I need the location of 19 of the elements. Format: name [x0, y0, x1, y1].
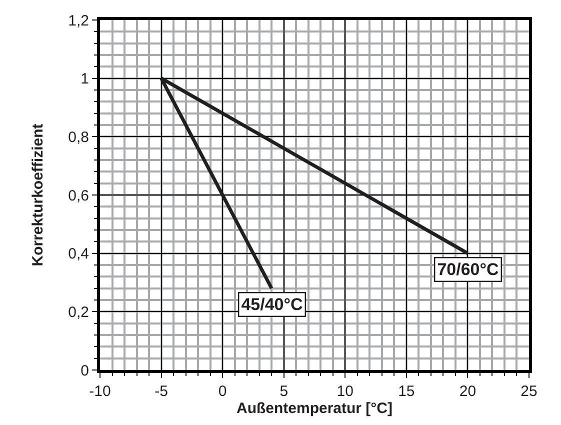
x-tick-label: 0 [218, 383, 227, 400]
series-label: 70/60°C [437, 260, 499, 280]
series-label: 45/40°C [241, 295, 303, 314]
y-tick-label: 0,2 [68, 304, 89, 321]
y-tick-label: 0,8 [68, 128, 89, 146]
y-tick-label: 0,6 [68, 187, 89, 204]
y-tick-label: 1,2 [68, 12, 89, 30]
x-tick-label: -10 [89, 383, 111, 400]
x-tick-label: 25 [520, 383, 538, 400]
x-tick-label: 20 [459, 383, 476, 400]
x-tick-label: 15 [398, 383, 415, 400]
x-tick-label: 5 [280, 383, 288, 400]
y-tick-label: 1 [80, 70, 89, 88]
x-tick-label: 10 [336, 383, 354, 400]
y-tick-label: 0 [80, 362, 89, 380]
x-tick-label: -5 [154, 383, 168, 400]
x-axis-title: Außentemperatur [°C] [236, 400, 393, 417]
y-axis-title: Korrekturkoeffizient [29, 124, 46, 266]
y-tick-label: 0,4 [68, 246, 89, 263]
